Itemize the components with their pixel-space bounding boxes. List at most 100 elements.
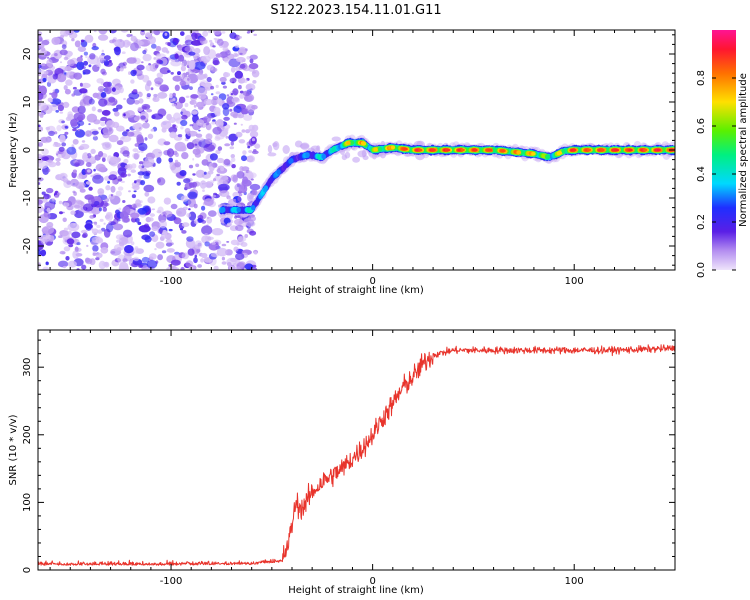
noise-blob (133, 190, 137, 193)
noise-blob (72, 86, 77, 90)
noise-blob (55, 157, 61, 162)
noise-blob (189, 182, 195, 188)
noise-blob (108, 193, 115, 200)
noise-blob (202, 189, 205, 193)
noise-blob (166, 248, 175, 253)
noise-blob (233, 246, 239, 252)
noise-blob (198, 129, 201, 132)
noise-blob (189, 100, 194, 105)
noise-blob (238, 139, 246, 144)
noise-blob (108, 59, 112, 63)
ridge-cell (417, 148, 423, 152)
ridge-cell (263, 185, 269, 191)
noise-blob (88, 186, 93, 191)
noise-blob (114, 111, 120, 117)
colorbar: 0.0 0.2 0.4 0.6 0.8 Normalized spectral ampl… (696, 30, 749, 278)
noise-blob (186, 236, 194, 242)
noise-blob (154, 77, 164, 85)
noise-blob (119, 262, 129, 270)
noise-blob (123, 97, 126, 101)
noise-blob (207, 133, 210, 137)
top-y-axis-label: Frequency (Hz) (8, 112, 19, 188)
noise-blob (51, 91, 58, 99)
noise-blob (177, 134, 183, 138)
noise-blob (63, 246, 71, 252)
noise-blob (120, 173, 127, 178)
noise-blob (230, 141, 234, 146)
noise-blob (92, 174, 104, 184)
noise-blob (113, 41, 119, 46)
noise-blob (231, 164, 236, 169)
noise-blob (142, 50, 147, 55)
noise-blob (108, 96, 116, 103)
noise-blob (38, 161, 48, 169)
noise-blob (83, 60, 89, 66)
noise-blob (248, 150, 253, 153)
noise-blob (242, 150, 247, 156)
noise-blob (362, 155, 369, 161)
noise-blob (213, 265, 219, 270)
noise-blob (38, 92, 44, 100)
noise-blob (103, 59, 110, 66)
ridge-cell (403, 147, 408, 151)
noise-blob (63, 56, 69, 61)
noise-blob (59, 61, 63, 64)
noise-blob (193, 219, 199, 224)
ridge-cell (321, 153, 327, 160)
noise-blob (138, 98, 144, 104)
noise-blob (238, 36, 243, 39)
noise-blob (100, 247, 109, 254)
noise-blob (95, 237, 104, 244)
noise-blob (128, 92, 140, 100)
noise-blob (179, 80, 186, 87)
noise-blob (93, 201, 100, 206)
noise-blob (157, 206, 164, 214)
noise-blob (83, 51, 88, 56)
noise-blob (132, 152, 141, 159)
noise-blob (213, 178, 216, 182)
noise-blob (222, 103, 230, 110)
noise-blob (62, 217, 67, 223)
noise-blob (145, 64, 154, 72)
noise-blob (45, 69, 53, 76)
noise-blob (112, 107, 119, 112)
noise-blob (58, 146, 65, 152)
noise-blob (221, 31, 226, 34)
noise-blob (88, 98, 95, 105)
ridge-cell (378, 146, 383, 152)
noise-blob (84, 34, 94, 43)
noise-blob (230, 93, 234, 96)
noise-blob (98, 34, 109, 41)
noise-blob (188, 51, 196, 56)
noise-blob (74, 40, 81, 48)
noise-blob (223, 71, 229, 78)
noise-blob (71, 144, 75, 148)
noise-blob (82, 203, 94, 212)
noise-blob (209, 153, 218, 161)
noise-blob (119, 211, 129, 220)
y-tick-label: -20 (22, 238, 33, 254)
noise-blob (204, 241, 210, 247)
noise-blob (132, 89, 138, 93)
noise-blob (201, 205, 206, 211)
noise-blob (55, 161, 61, 166)
noise-blob (151, 208, 156, 211)
ridge-cell (276, 169, 281, 175)
ridge-cell (545, 154, 551, 160)
noise-blob (100, 116, 108, 122)
noise-blob (157, 92, 168, 99)
noise-blob (61, 44, 67, 50)
noise-blob (123, 245, 134, 254)
noise-blob (46, 187, 54, 194)
noise-blob (206, 64, 214, 71)
noise-blob (235, 44, 240, 49)
noise-blob (98, 164, 107, 173)
x-tick-label: -100 (160, 276, 183, 287)
noise-blob (88, 123, 91, 126)
noise-blob (117, 176, 122, 179)
noise-blob (223, 58, 230, 63)
noise-blob (137, 207, 147, 215)
noise-blob (239, 90, 244, 94)
noise-blob (180, 195, 189, 202)
noise-blob (167, 70, 171, 73)
